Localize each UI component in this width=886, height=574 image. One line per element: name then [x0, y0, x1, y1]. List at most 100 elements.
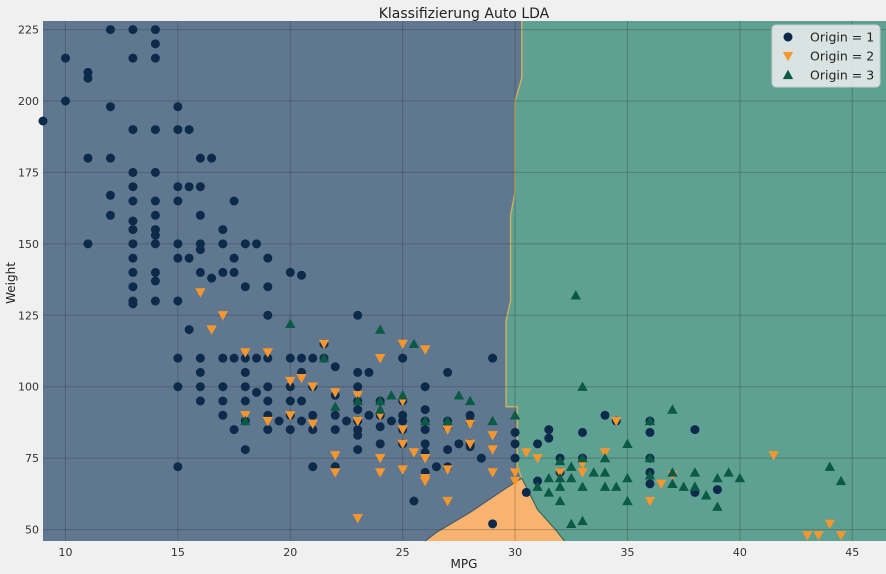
data-point-origin-3: [285, 318, 296, 329]
data-point-origin-1: [308, 353, 318, 363]
data-point-origin-3: [689, 467, 701, 477]
data-point-origin-2: [521, 448, 532, 458]
y-axis-label: Weight: [4, 262, 18, 304]
data-point-origin-1: [173, 239, 183, 249]
data-point-origin-3: [509, 410, 521, 420]
data-point-origin-1: [386, 416, 396, 426]
chart-title: Klassifizierung Auto LDA: [379, 6, 550, 22]
data-point-origin-1: [173, 382, 183, 392]
data-point-origin-2: [262, 416, 273, 427]
data-point-origin-1: [83, 73, 93, 83]
data-point-origin-1: [240, 367, 250, 377]
data-point-origin-3: [397, 390, 408, 400]
data-point-origin-1: [173, 353, 183, 363]
data-point-origin-3: [464, 395, 476, 406]
data-point-origin-3: [622, 438, 633, 449]
data-point-origin-1: [105, 25, 115, 35]
data-point-origin-1: [263, 396, 273, 406]
data-point-origin-2: [330, 451, 341, 461]
region-origin-3: [506, 21, 886, 541]
data-point-origin-3: [352, 395, 363, 406]
data-point-origin-1: [420, 439, 430, 449]
data-point-origin-3: [644, 470, 656, 480]
data-point-origin-1: [431, 462, 441, 472]
data-point-origin-3: [419, 415, 431, 426]
data-point-origin-3: [667, 467, 678, 477]
data-point-origin-1: [105, 153, 115, 163]
data-point-origin-2: [532, 453, 543, 464]
data-point-origin-3: [554, 472, 566, 483]
data-point-origin-1: [252, 387, 262, 397]
y-tick-label: 175: [18, 166, 39, 179]
data-point-origin-2: [307, 419, 318, 430]
data-point-origin-2: [419, 453, 431, 464]
data-point-origin-1: [195, 267, 205, 277]
data-point-origin-1: [195, 353, 205, 363]
legend-box: [771, 24, 881, 88]
y-tick-label: 75: [25, 452, 39, 465]
data-point-origin-1: [83, 239, 93, 249]
data-point-origin-1: [128, 282, 138, 292]
data-point-origin-2: [307, 382, 318, 392]
data-point-origin-1: [353, 382, 363, 392]
data-point-origin-3: [644, 415, 656, 426]
data-point-origin-1: [150, 230, 160, 240]
data-point-origin-2: [352, 416, 363, 427]
data-point-origin-1: [308, 425, 318, 435]
legend-label-origin-3: Origin = 3: [810, 68, 874, 83]
data-point-origin-1: [285, 353, 295, 363]
data-point-origin-1: [544, 433, 554, 443]
data-point-origin-2: [611, 416, 622, 427]
data-point-origin-1: [443, 445, 453, 455]
data-point-origin-1: [488, 353, 498, 363]
data-point-origin-3: [712, 501, 723, 511]
data-point-origin-1: [263, 310, 273, 320]
data-point-origin-3: [577, 515, 588, 526]
data-point-origin-3: [453, 390, 465, 400]
data-point-origin-2: [330, 388, 341, 398]
data-point-origin-1: [229, 353, 239, 363]
data-point-origin-1: [409, 496, 419, 506]
data-point-origin-1: [128, 196, 138, 206]
data-point-origin-1: [128, 239, 138, 249]
data-point-origin-2: [442, 465, 453, 475]
data-point-origin-3: [532, 481, 543, 491]
data-point-origin-3: [622, 472, 633, 483]
data-point-origin-3: [543, 472, 554, 483]
data-point-origin-1: [263, 382, 273, 392]
data-point-origin-2: [835, 531, 847, 541]
data-point-origin-1: [173, 296, 183, 306]
data-point-origin-2: [240, 348, 251, 358]
boundary-line: [424, 477, 523, 542]
data-point-origin-1: [150, 167, 160, 177]
data-point-origin-1: [375, 422, 385, 432]
x-tick-label: 40: [733, 546, 747, 559]
data-point-origin-1: [476, 453, 486, 463]
data-point-origin-3: [644, 452, 656, 463]
data-point-origin-3: [689, 481, 701, 491]
data-point-origin-1: [173, 253, 183, 263]
data-point-origin-2: [408, 448, 420, 458]
data-point-origin-1: [128, 25, 138, 35]
data-point-origin-2: [285, 376, 296, 387]
data-point-origin-1: [218, 396, 228, 406]
data-point-origin-1: [420, 425, 430, 435]
data-point-origin-1: [150, 276, 160, 286]
data-point-origin-1: [195, 182, 205, 192]
data-point-origin-1: [207, 273, 217, 283]
data-point-origin-1: [341, 416, 351, 426]
data-point-origin-1: [510, 427, 520, 437]
data-point-origin-1: [218, 225, 228, 235]
data-point-origin-2: [318, 339, 330, 350]
data-point-origin-1: [252, 353, 262, 363]
data-point-origin-1: [218, 410, 228, 420]
data-point-origin-1: [488, 519, 498, 529]
data-point-origin-1: [128, 216, 138, 226]
data-point-origin-1: [150, 125, 160, 135]
data-point-origin-1: [533, 476, 543, 486]
data-point-origin-3: [566, 518, 577, 529]
data-point-origin-1: [240, 396, 250, 406]
data-point-origin-3: [554, 481, 566, 491]
x-axis-ticks: 10 15 20 25 30 35 40 45: [58, 546, 859, 559]
data-point-origin-1: [184, 325, 194, 335]
